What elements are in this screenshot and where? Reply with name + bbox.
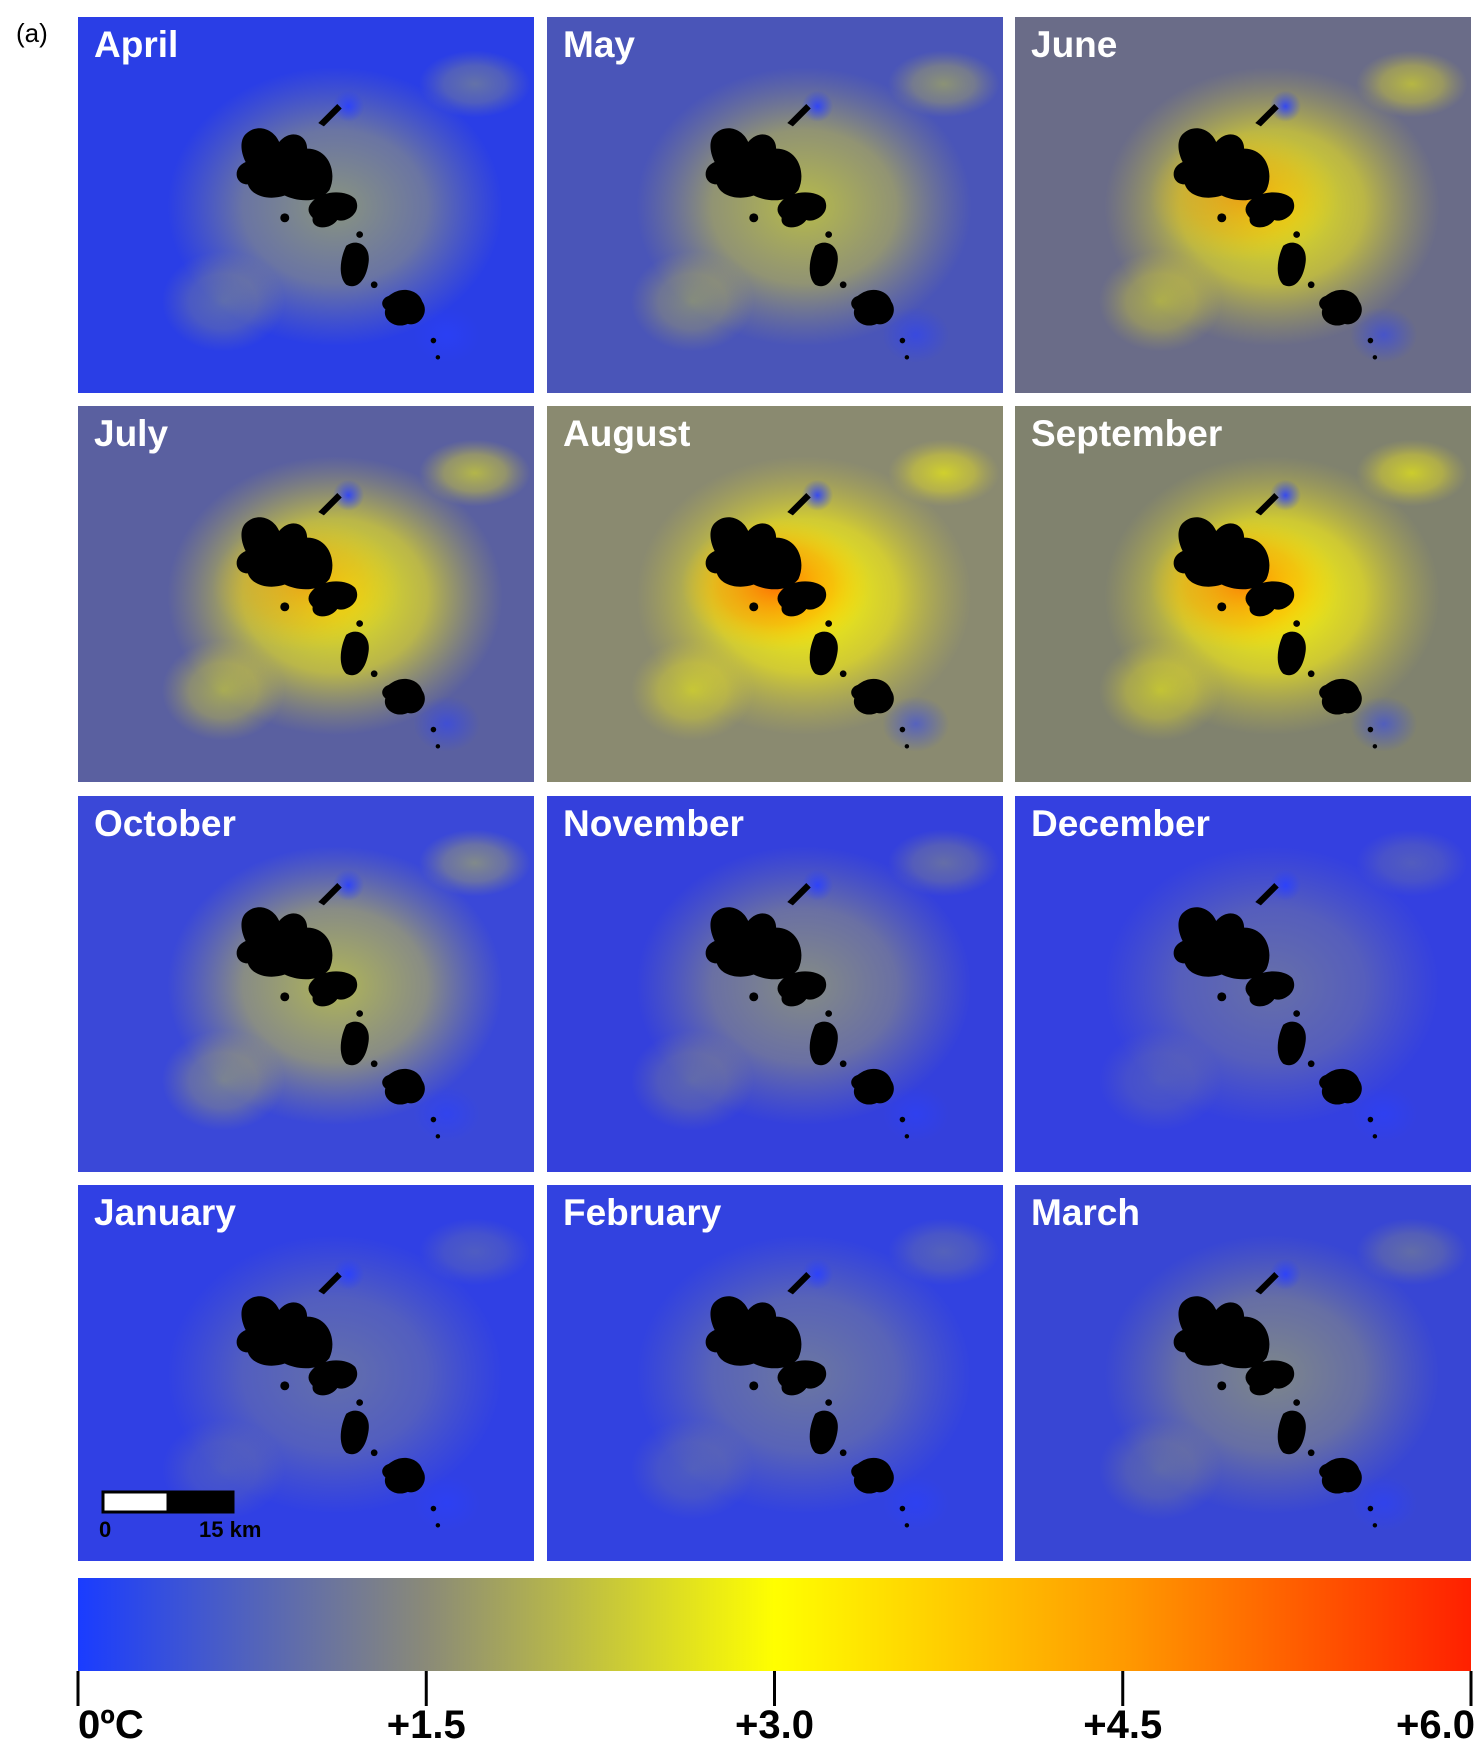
heat-halo bbox=[1099, 251, 1222, 351]
panel-title: July bbox=[94, 413, 168, 454]
heat-halo bbox=[1356, 50, 1468, 117]
heat-halo bbox=[1099, 1419, 1222, 1519]
panel-title: March bbox=[1031, 1192, 1140, 1233]
scale-bar-label: 15 km bbox=[199, 1517, 261, 1542]
heat-halo bbox=[888, 1218, 1000, 1285]
heat-halo bbox=[1356, 1218, 1468, 1285]
panel-title: January bbox=[94, 1192, 236, 1233]
panel-grid: April May June July August September October No… bbox=[78, 17, 1471, 1561]
panel-title: June bbox=[1031, 24, 1117, 65]
colorbar-ramp bbox=[78, 1578, 1471, 1671]
map-panel: December bbox=[1015, 796, 1471, 1172]
map-panel: June bbox=[1015, 17, 1471, 393]
heat-halo bbox=[631, 1419, 754, 1519]
heat-halo bbox=[419, 439, 531, 506]
panel-title: February bbox=[563, 1192, 722, 1233]
map-panel: May bbox=[547, 17, 1003, 393]
heat-halo bbox=[162, 640, 285, 740]
map-panel: April bbox=[78, 17, 534, 393]
heat-halo bbox=[631, 640, 754, 740]
panel-title: May bbox=[563, 24, 635, 65]
heat-halo bbox=[419, 829, 531, 896]
map-panel: November bbox=[547, 796, 1003, 1172]
colorbar-tick-label: +1.5 bbox=[387, 1703, 466, 1747]
heat-halo bbox=[162, 251, 285, 351]
map-panel: August bbox=[547, 406, 1003, 782]
panel-title: December bbox=[1031, 803, 1210, 844]
heat-halo bbox=[1356, 439, 1468, 506]
heat-halo bbox=[631, 1030, 754, 1130]
panel-title: November bbox=[563, 803, 744, 844]
heat-halo bbox=[631, 251, 754, 351]
heat-halo bbox=[888, 50, 1000, 117]
colorbar-tick-label: +6.0 bbox=[1396, 1703, 1475, 1747]
map-panel: January 0 15 km bbox=[78, 1185, 534, 1561]
heat-halo bbox=[1099, 640, 1222, 740]
heat-halo bbox=[162, 1030, 285, 1130]
figure: (a) April May June July August September Octob… bbox=[0, 0, 1484, 1753]
map-panel: September bbox=[1015, 406, 1471, 782]
map-panel: October bbox=[78, 796, 534, 1172]
colorbar: 0ºC +1.5 +3.0 +4.5 +6.0 bbox=[78, 1578, 1475, 1747]
map-panel: February bbox=[547, 1185, 1003, 1561]
panel-title: August bbox=[563, 413, 690, 454]
page: { "label": "(a)", "panels": ["April", "M… bbox=[0, 0, 1484, 1753]
scale-bar-label: 0 bbox=[99, 1517, 111, 1542]
panel-title: October bbox=[94, 803, 236, 844]
panel-title: September bbox=[1031, 413, 1222, 454]
heat-halo bbox=[1099, 1030, 1222, 1130]
panel-title: April bbox=[94, 24, 178, 65]
heat-halo bbox=[419, 1218, 531, 1285]
colorbar-tick-label: +4.5 bbox=[1083, 1703, 1162, 1747]
map-panel: March bbox=[1015, 1185, 1471, 1561]
colorbar-tick-label: 0ºC bbox=[78, 1703, 144, 1747]
heat-halo bbox=[419, 50, 531, 117]
colorbar-tick-label: +3.0 bbox=[735, 1703, 814, 1747]
scale-bar-filled bbox=[168, 1492, 233, 1512]
heat-halo bbox=[888, 439, 1000, 506]
figure-label: (a) bbox=[16, 18, 48, 48]
heat-halo bbox=[1356, 829, 1468, 896]
heat-halo bbox=[888, 829, 1000, 896]
map-panel: July bbox=[78, 406, 534, 782]
scale-bar-empty bbox=[103, 1492, 168, 1512]
